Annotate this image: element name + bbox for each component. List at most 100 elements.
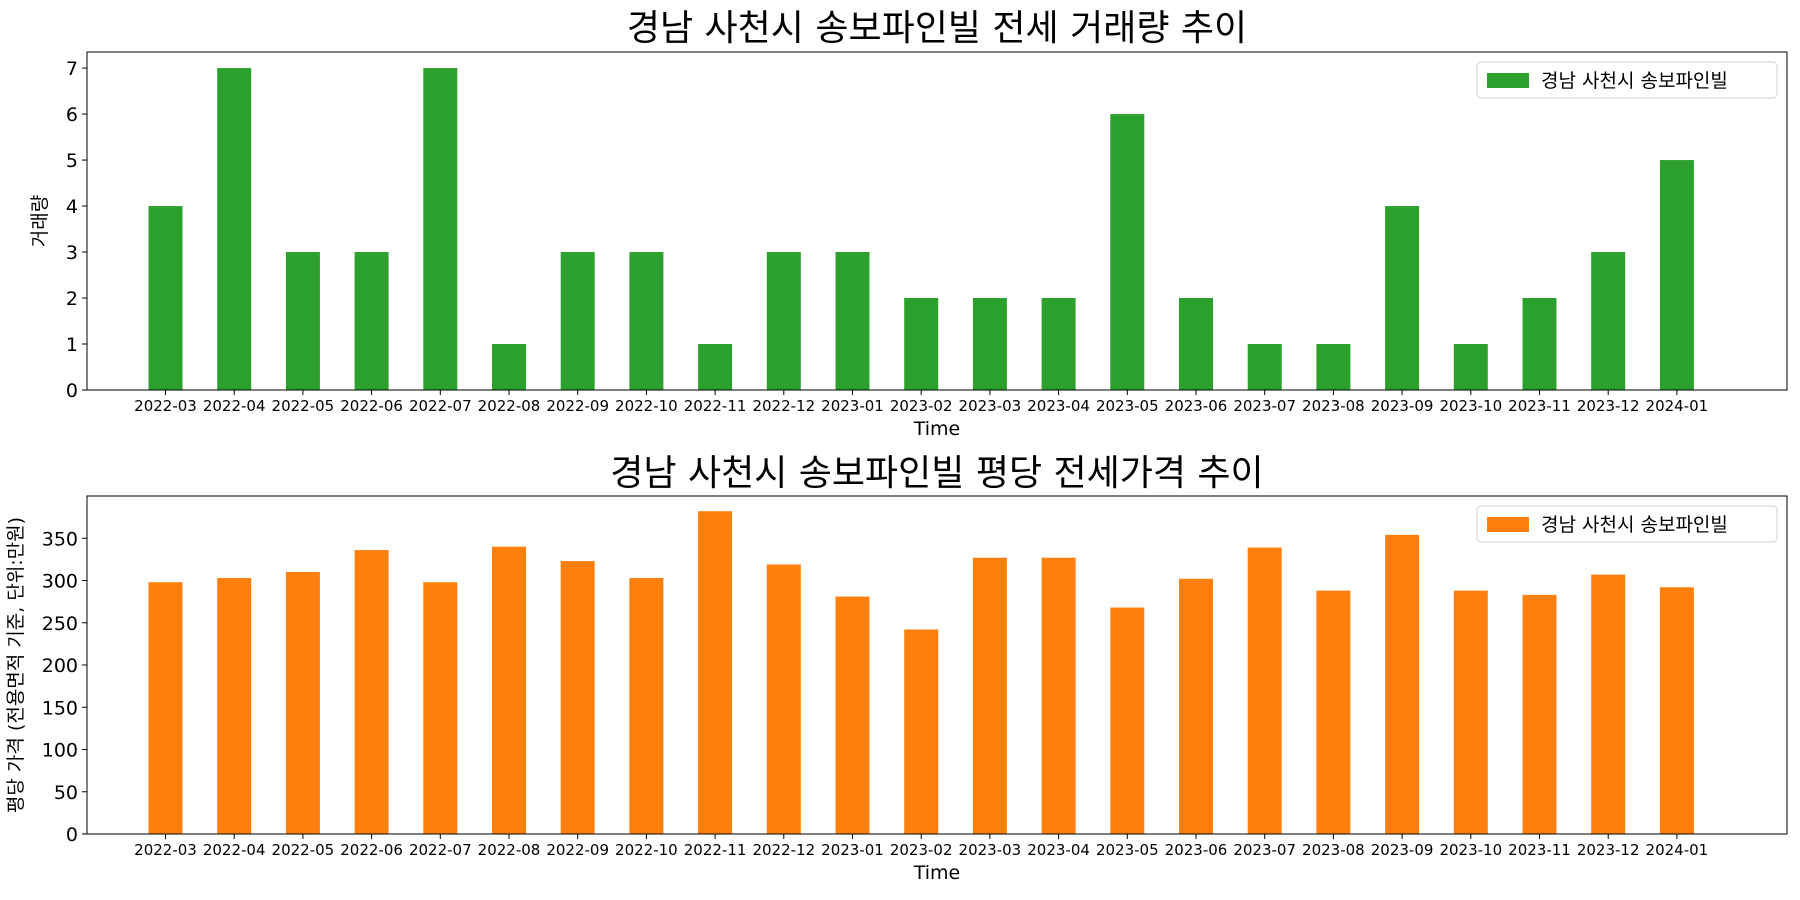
bar-2022-04 xyxy=(217,68,252,390)
x-tick-label: 2022-11 xyxy=(684,397,747,415)
bar-2023-09 xyxy=(1385,206,1420,390)
y-tick-label: 0 xyxy=(66,380,78,402)
y-tick-label: 1 xyxy=(66,334,78,356)
bar-2023-05 xyxy=(1110,114,1145,390)
bar-2022-04 xyxy=(217,577,252,834)
x-tick-label: 2024-01 xyxy=(1646,397,1709,415)
chart-1: 경남 사천시 송보파인빌 전세 거래량 추이 2022-03 2022-04 2022… xyxy=(29,8,1788,440)
bar-2023-08 xyxy=(1316,590,1351,834)
y-tick-label: 50 xyxy=(54,782,78,804)
x-tick-label: 2023-11 xyxy=(1508,841,1571,859)
x-tick-label: 2023-10 xyxy=(1439,841,1502,859)
x-tick-label: 2022-07 xyxy=(409,841,472,859)
y-axis-label: 거래량 xyxy=(29,195,51,247)
bar-2024-01 xyxy=(1659,587,1694,834)
bar-2023-09 xyxy=(1385,534,1420,834)
y-tick-label: 150 xyxy=(42,697,78,719)
x-tick-label: 2023-05 xyxy=(1096,397,1159,415)
bar-2022-09 xyxy=(560,561,595,834)
bar-2023-06 xyxy=(1179,298,1213,390)
bar-2024-01 xyxy=(1659,160,1694,390)
x-tick-label: 2023-01 xyxy=(821,397,884,415)
x-tick-label: 2023-08 xyxy=(1302,397,1365,415)
x-tick-label: 2023-04 xyxy=(1027,397,1090,415)
x-tick-label: 2023-03 xyxy=(959,397,1022,415)
legend-box xyxy=(1476,61,1778,99)
x-tick-label: 2022-08 xyxy=(478,397,541,415)
chart-title: 경남 사천시 송보파인빌 평당 전세가격 추이 xyxy=(610,453,1263,494)
x-tick-label: 2022-04 xyxy=(203,841,266,859)
x-tick-label: 2022-09 xyxy=(546,841,609,859)
x-tick-label: 2022-12 xyxy=(752,841,815,859)
x-tick-label: 2023-08 xyxy=(1302,841,1365,859)
x-tick-label: 2023-10 xyxy=(1439,397,1502,415)
x-tick-label: 2022-10 xyxy=(615,841,678,859)
x-tick-label: 2022-03 xyxy=(134,397,197,415)
bar-2023-04 xyxy=(1041,557,1076,834)
y-tick-label: 350 xyxy=(42,528,78,550)
legend-swatch xyxy=(1487,517,1529,532)
y-tick-label: 250 xyxy=(42,613,78,635)
bar-2023-01 xyxy=(835,596,870,834)
legend: 경남 사천시 송보파인빌 xyxy=(1476,61,1778,99)
y-tick-label: 3 xyxy=(66,242,78,264)
bar-2023-03 xyxy=(972,298,1007,390)
bar-2022-10 xyxy=(629,577,664,834)
bar-2022-12 xyxy=(766,564,801,834)
bar-2023-10 xyxy=(1453,590,1488,834)
bar-2022-05 xyxy=(285,572,320,834)
x-tick-label: 2022-06 xyxy=(340,397,403,415)
x-tick-label: 2023-12 xyxy=(1577,397,1640,415)
x-tick-label: 2024-01 xyxy=(1646,841,1709,859)
y-axis-label: 평당 가격 (전용면적 기준, 단위:만원) xyxy=(5,517,27,813)
x-tick-label: 2023-05 xyxy=(1096,841,1159,859)
x-tick-label: 2023-07 xyxy=(1233,841,1296,859)
y-tick-label: 2 xyxy=(66,288,78,310)
bar-2022-05 xyxy=(285,252,320,390)
legend-label: 경남 사천시 송보파인빌 xyxy=(1541,514,1728,536)
bar-2022-11 xyxy=(698,344,733,390)
y-tick-label: 5 xyxy=(66,150,78,172)
x-axis-label: Time xyxy=(913,418,961,440)
bar-2023-12 xyxy=(1591,574,1626,834)
bar-2023-06 xyxy=(1179,578,1213,834)
x-tick-label: 2023-03 xyxy=(959,841,1022,859)
bar-2023-02 xyxy=(904,298,939,390)
bar-2022-08 xyxy=(492,546,526,834)
y-tick-label: 200 xyxy=(42,655,78,677)
x-tick-label: 2023-04 xyxy=(1027,841,1090,859)
x-tick-label: 2023-06 xyxy=(1165,397,1228,415)
bar-2022-07 xyxy=(423,582,458,834)
bar-2022-08 xyxy=(492,344,526,390)
x-tick-label: 2022-05 xyxy=(272,841,335,859)
bar-2023-03 xyxy=(972,557,1007,834)
legend-swatch xyxy=(1487,73,1529,88)
x-tick-label: 2023-09 xyxy=(1371,397,1434,415)
x-tick-label: 2023-01 xyxy=(821,841,884,859)
y-tick-label: 300 xyxy=(42,571,78,593)
bar-2023-02 xyxy=(904,629,939,834)
x-tick-label: 2023-09 xyxy=(1371,841,1434,859)
bar-2023-10 xyxy=(1453,344,1488,390)
bar-2023-05 xyxy=(1110,607,1145,834)
x-tick-label: 2022-08 xyxy=(478,841,541,859)
y-tick-label: 4 xyxy=(66,196,78,218)
legend-label: 경남 사천시 송보파인빌 xyxy=(1541,70,1728,92)
y-tick-label: 7 xyxy=(66,58,78,80)
y-tick-label: 100 xyxy=(42,740,78,762)
x-tick-label: 2023-12 xyxy=(1577,841,1640,859)
bar-2023-08 xyxy=(1316,344,1351,390)
x-tick-label: 2022-10 xyxy=(615,397,678,415)
bar-2022-09 xyxy=(560,252,595,390)
bar-2022-03 xyxy=(148,206,183,390)
chart-title: 경남 사천시 송보파인빌 전세 거래량 추이 xyxy=(627,8,1247,49)
x-tick-label: 2022-11 xyxy=(684,841,747,859)
x-tick-label: 2022-04 xyxy=(203,397,266,415)
chart-2: 경남 사천시 송보파인빌 평당 전세가격 추이 2022-03 2022-04 202… xyxy=(5,453,1788,884)
x-tick-label: 2022-07 xyxy=(409,397,472,415)
x-axis-label: Time xyxy=(913,862,961,884)
bar-2023-12 xyxy=(1591,252,1626,390)
x-tick-label: 2023-02 xyxy=(890,397,953,415)
legend: 경남 사천시 송보파인빌 xyxy=(1476,505,1778,543)
y-tick-label: 0 xyxy=(66,824,78,846)
